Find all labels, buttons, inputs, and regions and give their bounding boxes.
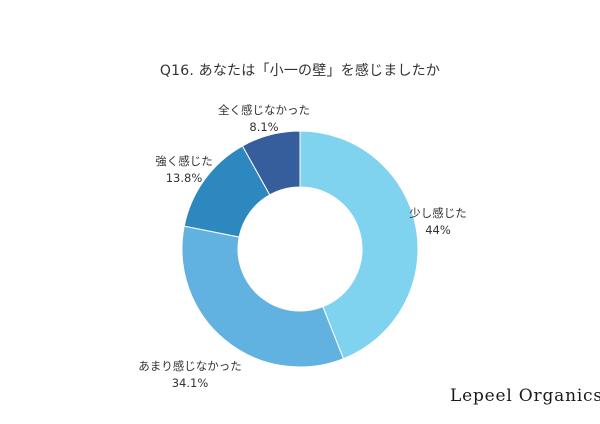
- slice-value: 8.1%: [249, 120, 279, 134]
- slice-category: 少し感じた: [409, 206, 467, 220]
- slice-value: 34.1%: [171, 376, 209, 390]
- slice-category: 強く感じた: [155, 154, 213, 168]
- slice-label-mattaku: 全く感じなかった 8.1%: [218, 102, 310, 136]
- slice-category: 全く感じなかった: [218, 103, 310, 117]
- slice-category: あまり感じなかった: [138, 359, 242, 373]
- slice-label-amari: あまり感じなかった 34.1%: [138, 358, 242, 392]
- slice-amari: [181, 225, 345, 368]
- slice-value: 44%: [425, 223, 451, 237]
- slice-label-tsuyoku: 強く感じた 13.8%: [155, 153, 213, 187]
- slice-mattaku: [241, 130, 301, 196]
- slice-value: 13.8%: [165, 171, 203, 185]
- brand-logo: Lepeel Organics: [450, 386, 600, 406]
- slice-label-sukoshi: 少し感じた 44%: [409, 205, 467, 239]
- slice-sukoshi: [299, 130, 419, 360]
- chart-title: Q16. あなたは「小一の壁」を感じましたか: [159, 63, 441, 79]
